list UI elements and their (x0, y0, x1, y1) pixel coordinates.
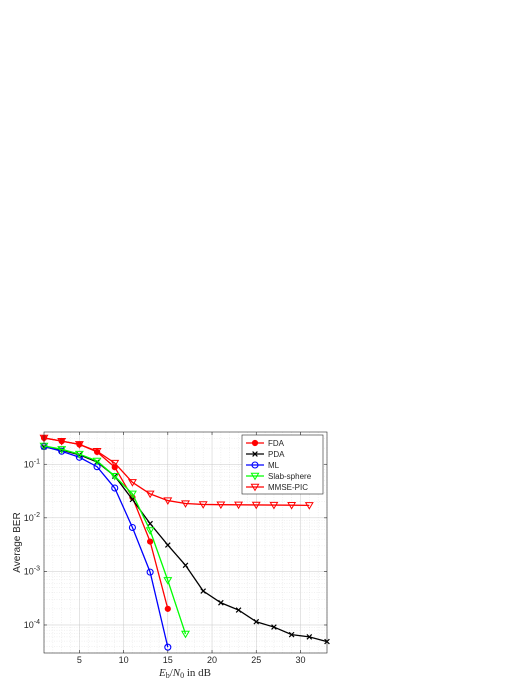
data-point-mmse-pic (127, 479, 137, 487)
data-point-mmse-pic (287, 502, 297, 510)
data-point-ml (58, 447, 66, 455)
data-point-ml (111, 484, 119, 492)
x-tick-label: 10 (119, 655, 129, 665)
legend: FDA PDA ML Slab-sphere MMSE-PIC (241, 434, 324, 495)
data-point-mmse-pic (163, 497, 173, 505)
legend-label-mmse-pic: MMSE-PIC (268, 483, 308, 492)
data-point-slab-sphere (181, 630, 190, 639)
x-tick-label: 25 (251, 655, 261, 665)
data-point-mmse-pic (198, 501, 208, 509)
data-point-pda (253, 618, 260, 625)
legend-label-fda: FDA (268, 439, 285, 448)
data-point-fda (147, 538, 154, 545)
plot-frame (43, 431, 328, 654)
legend-item-slab-sphere: Slab-sphere (246, 472, 312, 481)
legend-item-mmse-pic: MMSE-PIC (246, 483, 308, 492)
data-point-mmse-pic (269, 501, 279, 510)
y-tick-label: 10-3 (24, 565, 40, 576)
data-point-mmse-pic (234, 501, 244, 510)
major-grid (44, 432, 327, 653)
legend-item-pda: PDA (246, 450, 285, 459)
data-point-mmse-pic (110, 459, 120, 468)
data-point-mmse-pic (216, 501, 226, 510)
x-tick-label: 20 (207, 655, 217, 665)
x-tick-label: 15 (163, 655, 173, 665)
data-point-pda (164, 542, 171, 548)
legend-marker-ml (251, 461, 259, 469)
series-line-slab-sphere (43, 445, 187, 635)
legend-marker-mmse-pic (250, 483, 260, 492)
legend-marker-pda (252, 451, 258, 457)
legend-label-slab-sphere: Slab-sphere (268, 472, 312, 481)
data-point-mmse-pic (145, 490, 155, 499)
x-tick-label: 30 (295, 655, 305, 665)
axis-ticks (44, 432, 327, 653)
y-tick-label: 10-4 (24, 619, 40, 630)
data-point-pda (306, 634, 313, 640)
legend-marker-fda (251, 439, 259, 447)
data-point-ml (146, 568, 154, 576)
legend-item-fda: FDA (246, 439, 285, 448)
data-point-mmse-pic (251, 501, 261, 510)
data-point-slab-sphere (74, 450, 84, 459)
data-point-pda (288, 631, 295, 638)
series-line-mmse-pic (43, 437, 310, 506)
legend-marker-slab-sphere (250, 472, 260, 481)
data-point-pda (147, 520, 153, 527)
series-mmse-pic (39, 434, 314, 510)
data-point-slab-sphere (92, 457, 102, 466)
y-tick-label: 10-2 (24, 512, 40, 523)
data-point-slab-sphere (163, 577, 173, 585)
data-point-slab-sphere (57, 446, 67, 454)
data-point-fda (164, 605, 171, 612)
x-axis-label: Eb/N0 in dB (158, 667, 211, 680)
legend-label-pda: PDA (268, 450, 285, 459)
data-point-mmse-pic (181, 500, 190, 508)
data-point-mmse-pic (304, 502, 314, 510)
data-point-slab-sphere (110, 472, 120, 481)
data-point-slab-sphere (127, 490, 137, 499)
data-point-mmse-pic (74, 441, 84, 449)
y-tick-labels: 10-4 10-3 10-2 10-1 (24, 458, 40, 630)
y-axis-label: Average BER (12, 512, 23, 572)
legend-label-ml: ML (268, 461, 280, 470)
data-point-slab-sphere (145, 527, 155, 535)
data-point-pda (182, 562, 189, 569)
data-point-pda (218, 599, 224, 606)
x-tick-label: 5 (77, 655, 82, 665)
series-slab-sphere (39, 442, 190, 639)
data-point-pda (235, 607, 242, 613)
data-point-mmse-pic (57, 437, 67, 446)
series-layer (39, 434, 330, 651)
data-point-pda (200, 588, 207, 594)
legend-item-ml: ML (246, 461, 280, 470)
x-tick-labels: 5 10 15 20 25 30 (77, 655, 306, 665)
data-point-pda (271, 624, 277, 630)
y-tick-label: 10-1 (24, 458, 40, 469)
data-point-ml (128, 523, 136, 532)
data-point-mmse-pic (92, 448, 102, 456)
